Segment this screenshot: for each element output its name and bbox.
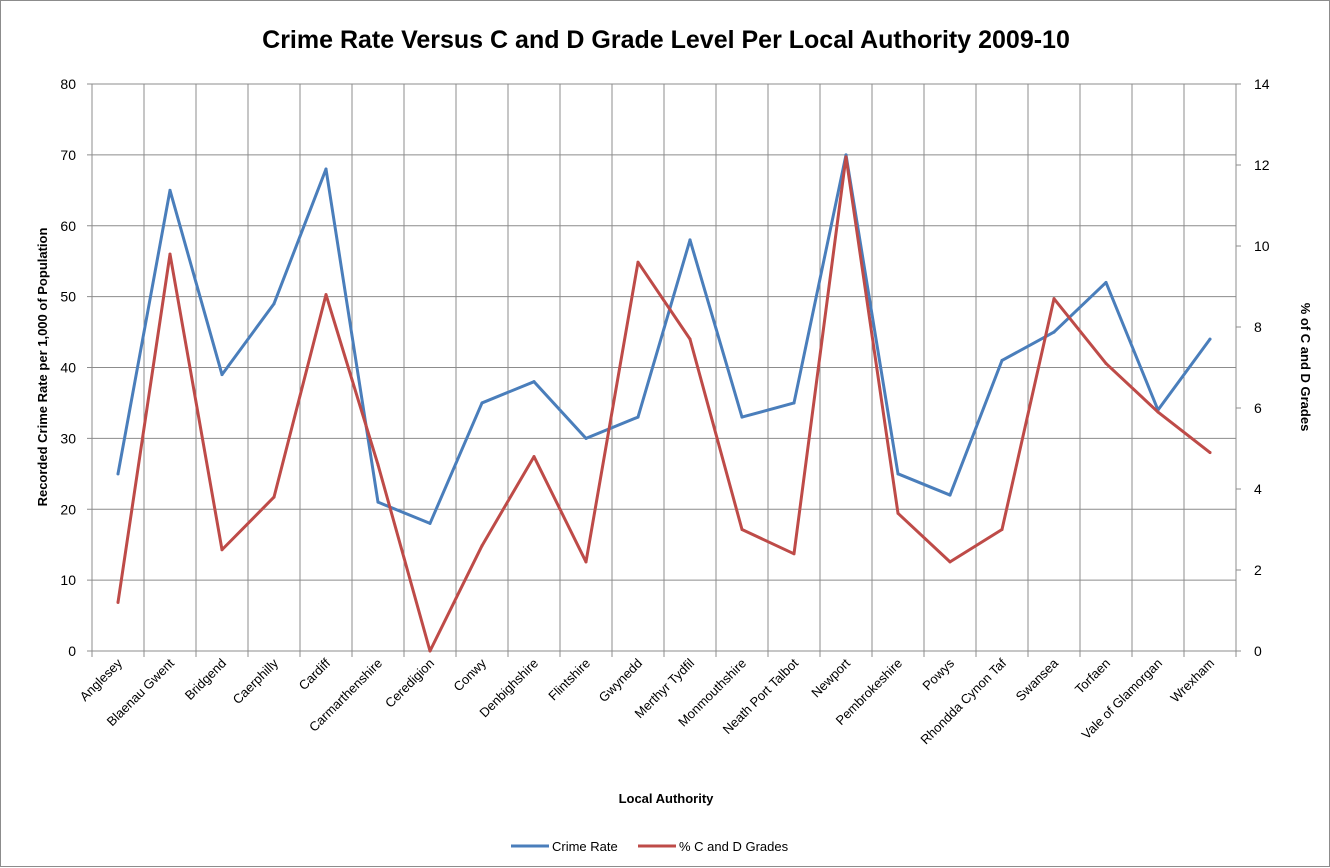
data-point-cd-grades (116, 600, 120, 604)
data-point-crime-rate (896, 472, 900, 476)
data-point-cd-grades (168, 252, 172, 256)
data-point-crime-rate (740, 415, 744, 419)
y-right-tick-label: 2 (1254, 562, 1262, 578)
data-point-crime-rate (272, 302, 276, 306)
y-left-tick-label: 10 (60, 572, 76, 588)
x-tick-label: Flintshire (545, 656, 593, 704)
legend: Crime Rate % C and D Grades (511, 839, 789, 854)
data-point-crime-rate (584, 436, 588, 440)
data-point-cd-grades (584, 560, 588, 564)
x-tick-label: Ceredigion (382, 656, 437, 711)
data-point-crime-rate (480, 401, 484, 405)
data-point-cd-grades (272, 495, 276, 499)
data-point-cd-grades (896, 511, 900, 515)
legend-label-cd-grades: % C and D Grades (679, 839, 789, 854)
y-left-tick-label: 70 (60, 147, 76, 163)
y-right-tick-label: 12 (1254, 157, 1270, 173)
x-tick-label: Swansea (1013, 655, 1062, 704)
data-point-cd-grades (636, 260, 640, 264)
data-point-cd-grades (1000, 528, 1004, 531)
x-axis-title: Local Authority (619, 791, 715, 806)
data-point-cd-grades (688, 337, 692, 341)
data-point-cd-grades (428, 649, 432, 653)
y-axis-right-title: % of C and D Grades (1298, 303, 1313, 432)
data-point-crime-rate (428, 521, 432, 525)
data-point-crime-rate (1104, 280, 1108, 284)
data-point-cd-grades (1208, 451, 1212, 455)
data-point-crime-rate (168, 188, 172, 192)
x-tick-label: Bridgend (182, 656, 229, 703)
data-point-crime-rate (532, 380, 536, 384)
x-tick-label: Newport (808, 655, 853, 700)
y-right-tick-label: 8 (1254, 319, 1262, 335)
y-left-tick-label: 60 (60, 218, 76, 234)
data-point-cd-grades (1156, 410, 1160, 414)
data-point-cd-grades (324, 293, 328, 297)
axes (87, 83, 1241, 652)
data-point-cd-grades (376, 463, 380, 467)
x-tick-label: Wrexham (1167, 656, 1217, 706)
y-left-tick-label: 40 (60, 360, 76, 376)
series (116, 153, 1212, 653)
data-point-crime-rate (948, 493, 952, 497)
data-point-crime-rate (324, 167, 328, 171)
series-line-crime-rate (116, 153, 1212, 525)
data-point-cd-grades (740, 528, 744, 531)
y-right-tick-label: 6 (1254, 400, 1262, 416)
x-tick-label: Conwy (450, 655, 489, 694)
x-tick-label: Gwynedd (596, 656, 645, 705)
y-left-tick-label: 30 (60, 430, 76, 446)
axis-labels: 0102030405060708002468101214AngleseyBlae… (60, 76, 1269, 747)
y-left-tick-label: 0 (68, 643, 76, 659)
data-point-cd-grades (532, 455, 536, 459)
y-right-tick-label: 10 (1254, 238, 1270, 254)
data-point-cd-grades (1104, 361, 1108, 365)
y-left-tick-label: 50 (60, 289, 76, 305)
data-point-crime-rate (1052, 330, 1056, 334)
y-right-tick-label: 0 (1254, 643, 1262, 659)
data-point-cd-grades (1052, 297, 1056, 301)
x-tick-label: Torfaen (1072, 656, 1113, 697)
data-point-cd-grades (220, 548, 224, 552)
x-tick-label: Caerphilly (230, 655, 282, 707)
series-line-cd-grades (116, 155, 1212, 653)
y-left-tick-label: 20 (60, 501, 76, 517)
x-tick-label: Anglesey (77, 655, 126, 704)
y-right-tick-label: 4 (1254, 481, 1262, 497)
y-right-tick-label: 14 (1254, 76, 1270, 92)
data-point-crime-rate (376, 500, 380, 504)
data-point-crime-rate (1000, 358, 1004, 362)
data-point-crime-rate (220, 373, 224, 377)
grid (91, 83, 1237, 657)
data-point-crime-rate (1208, 337, 1212, 341)
data-point-cd-grades (844, 155, 848, 159)
data-point-cd-grades (480, 544, 484, 548)
x-tick-label: Cardiff (296, 655, 334, 693)
y-axis-left-title: Recorded Crime Rate per 1,000 of Populat… (35, 228, 50, 507)
chart-title: Crime Rate Versus C and D Grade Level Pe… (262, 26, 1070, 54)
data-point-crime-rate (688, 238, 692, 242)
data-point-cd-grades (948, 560, 952, 564)
data-point-cd-grades (792, 552, 796, 556)
x-tick-label: Rhondda Cynon Taf (917, 655, 1009, 747)
x-tick-label: Powys (919, 655, 957, 693)
legend-label-crime-rate: Crime Rate (552, 839, 618, 854)
y-left-tick-label: 80 (60, 76, 76, 92)
data-point-crime-rate (636, 415, 640, 419)
data-point-crime-rate (116, 472, 120, 476)
data-point-crime-rate (792, 401, 796, 405)
